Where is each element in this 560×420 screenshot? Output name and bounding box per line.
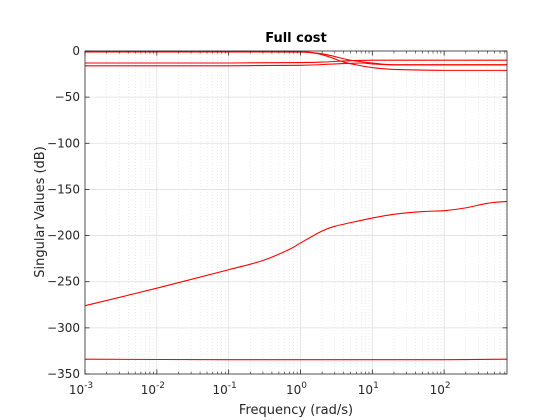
y-tick-label: −250 xyxy=(47,275,80,289)
plot-frame xyxy=(84,50,508,375)
x-tick-exponent: 0 xyxy=(301,381,307,391)
x-tick-exponent: 2 xyxy=(445,381,451,391)
singular-value-line-5 xyxy=(84,200,508,307)
plot-area xyxy=(85,51,507,374)
singular-value-line-3 xyxy=(85,59,507,64)
y-tick-label: −150 xyxy=(47,182,80,196)
x-tick-exponent: 1 xyxy=(373,381,379,391)
y-tick-label: −200 xyxy=(47,229,80,243)
x-axis-label: Frequency (rad/s) xyxy=(239,403,353,418)
x-tick-exponent: -1 xyxy=(228,381,237,391)
x-tick-exponent: -3 xyxy=(84,381,93,391)
y-tick-label: −50 xyxy=(55,90,80,104)
tick-marks xyxy=(84,50,507,375)
y-tick-label: −100 xyxy=(47,136,80,150)
singular-value-line-4 xyxy=(85,62,507,67)
chart-title: Full cost xyxy=(265,31,327,46)
y-axis-label: Singular Values (dB) xyxy=(33,146,48,278)
y-tick-labels: 0 −50 −100 −150 −200 −250 −300 −350 xyxy=(47,44,80,381)
x-tick-exponent: -2 xyxy=(156,381,165,391)
y-tick-label: 0 xyxy=(72,44,80,58)
series-layer xyxy=(84,50,508,361)
singular-value-line-2 xyxy=(85,51,507,71)
y-tick-label: −350 xyxy=(47,367,80,381)
y-tick-label: −300 xyxy=(47,321,80,335)
major-grid xyxy=(85,51,507,374)
x-tick-labels: 10-3 10-2 10-1 100 101 102 xyxy=(69,381,451,397)
